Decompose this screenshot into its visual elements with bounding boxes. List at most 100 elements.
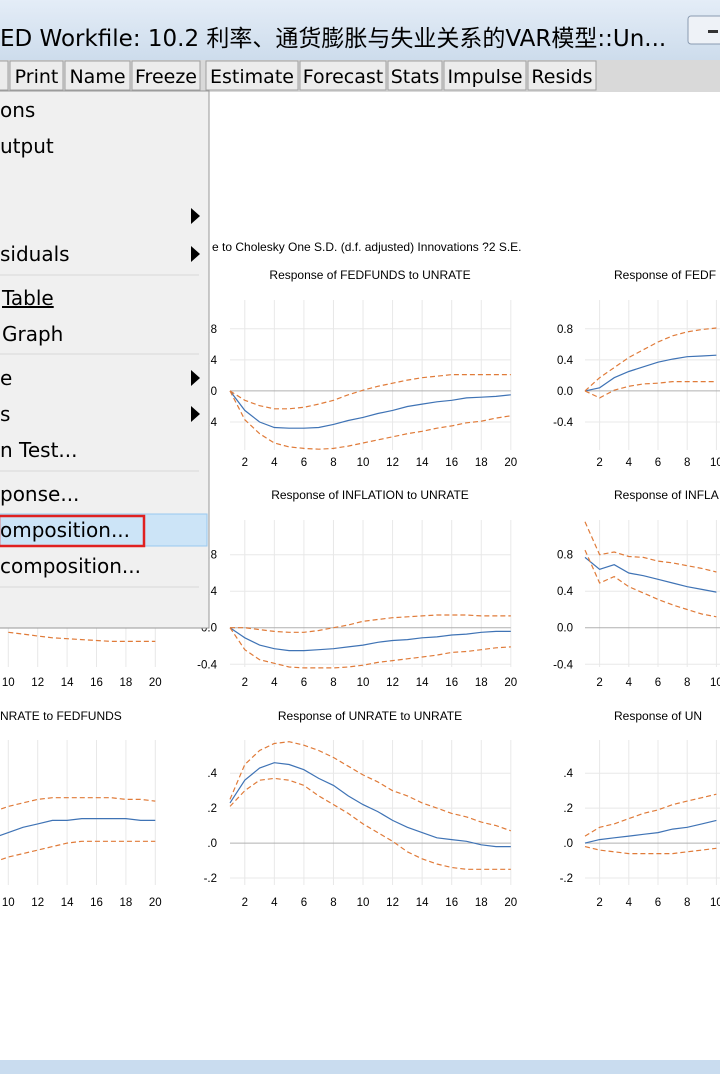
x-tick-label: 10 bbox=[357, 677, 370, 689]
submenu-arrow bbox=[191, 208, 200, 224]
x-tick-label: 16 bbox=[90, 677, 103, 689]
x-tick-label: 10 bbox=[710, 677, 720, 689]
submenu-arrow bbox=[191, 370, 200, 386]
toolbar-label: Stats bbox=[391, 66, 440, 88]
x-tick-label: 6 bbox=[655, 677, 661, 689]
y-tick-label: -0.4 bbox=[553, 659, 573, 671]
x-tick-label: 12 bbox=[386, 897, 399, 909]
x-tick-label: 2 bbox=[242, 457, 248, 469]
irf-line bbox=[584, 846, 717, 855]
x-tick-label: 8 bbox=[330, 457, 336, 469]
x-tick-label: 4 bbox=[271, 897, 278, 909]
irf-line bbox=[229, 777, 511, 870]
irf-line bbox=[584, 793, 717, 837]
irf-line bbox=[584, 556, 717, 593]
y-tick-label: -.2 bbox=[204, 873, 217, 885]
x-tick-label: 14 bbox=[61, 677, 74, 689]
window-title: ED Workfile: 10.2 利率、通货膨胀与失业关系的VAR模型::Un… bbox=[0, 26, 666, 52]
menu-item[interactable]: Graph bbox=[2, 322, 63, 346]
menu-item[interactable]: ponse... bbox=[0, 482, 79, 506]
x-tick-label: 16 bbox=[445, 457, 458, 469]
toolbar-button[interactable] bbox=[527, 60, 597, 91]
panel-title: NRATE to FEDFUNDS bbox=[0, 709, 122, 723]
panel-title: Response of INFLA bbox=[614, 488, 719, 502]
x-tick-label: 8 bbox=[684, 457, 690, 469]
y-tick-label: .0 bbox=[207, 386, 217, 398]
y-tick-label: .2 bbox=[207, 803, 217, 815]
x-tick-label: 16 bbox=[445, 677, 458, 689]
y-tick-label: .4 bbox=[207, 355, 217, 367]
x-tick-label: 6 bbox=[301, 897, 307, 909]
panel-title: Response of INFLATION to UNRATE bbox=[271, 488, 469, 502]
menu-item[interactable]: omposition... bbox=[0, 518, 130, 542]
x-tick-label: 2 bbox=[242, 677, 248, 689]
toolbar-button[interactable] bbox=[299, 60, 387, 91]
menu-item[interactable]: s bbox=[0, 402, 10, 426]
menu-item[interactable]: ons bbox=[0, 98, 35, 122]
irf-line bbox=[584, 381, 717, 399]
irf-line bbox=[230, 614, 511, 633]
toolbar-label: Forecast bbox=[303, 66, 383, 88]
submenu-arrow bbox=[191, 246, 200, 262]
x-tick-label: 4 bbox=[626, 457, 633, 469]
irf-line bbox=[0, 840, 156, 861]
toolbar-label: Print bbox=[15, 66, 59, 88]
irf-panel: Response of UNRATE to UNRATE 2 4 6 8 10 12 14 16… bbox=[204, 709, 518, 909]
x-tick-label: 4 bbox=[271, 457, 278, 469]
y-tick-label: .4 bbox=[563, 768, 573, 780]
x-tick-label: 2 bbox=[596, 457, 602, 469]
irf-line bbox=[229, 374, 511, 410]
y-tick-label: 0.4 bbox=[557, 355, 574, 367]
window-button[interactable] bbox=[687, 15, 720, 45]
x-tick-label: 4 bbox=[626, 677, 633, 689]
y-tick-label: 0.8 bbox=[557, 550, 573, 562]
x-tick-label: 16 bbox=[90, 897, 103, 909]
menu-item[interactable]: Table bbox=[1, 286, 54, 310]
menu-item[interactable]: e bbox=[0, 366, 12, 390]
x-tick-label: 20 bbox=[504, 457, 517, 469]
menu-item[interactable]: utput bbox=[0, 134, 54, 158]
status-bar bbox=[0, 1060, 720, 1074]
toolbar-button[interactable] bbox=[443, 60, 527, 91]
irf-line bbox=[0, 818, 156, 837]
y-tick-label: 0.0 bbox=[557, 386, 573, 398]
y-tick-label: 0.4 bbox=[557, 586, 574, 598]
y-tick-label: .0 bbox=[207, 838, 217, 850]
irf-line bbox=[229, 627, 511, 669]
toolbar-label: Impulse bbox=[447, 66, 522, 88]
x-tick-label: 14 bbox=[416, 897, 429, 909]
red-box bbox=[0, 514, 146, 548]
x-tick-label: 6 bbox=[301, 677, 307, 689]
x-tick-label: 10 bbox=[710, 897, 720, 909]
x-tick-label: 12 bbox=[31, 897, 44, 909]
x-tick-label: 8 bbox=[330, 677, 336, 689]
toolbar-button[interactable] bbox=[131, 60, 201, 91]
toolbar-button[interactable] bbox=[0, 60, 9, 91]
toolbar-button[interactable] bbox=[205, 60, 299, 91]
x-tick-label: 18 bbox=[475, 897, 488, 909]
x-tick-label: 6 bbox=[655, 897, 661, 909]
irf-panel: Response of UN 2 4 6 8 10 .4 .2 .0 -.2 bbox=[560, 709, 720, 909]
x-tick-label: 20 bbox=[504, 897, 517, 909]
x-tick-label: 14 bbox=[416, 457, 429, 469]
title-bar bbox=[0, 0, 720, 60]
x-tick-label: 12 bbox=[386, 457, 399, 469]
x-tick-label: 18 bbox=[120, 677, 133, 689]
x-tick-label: 4 bbox=[271, 677, 278, 689]
irf-line bbox=[0, 797, 156, 810]
irf-line bbox=[229, 762, 511, 848]
toolbar-button[interactable] bbox=[9, 60, 64, 91]
irf-panel: Response of INFLA 2 4 6 8 10 0.8 0.4 0.0 -0.4 bbox=[553, 488, 720, 689]
irf-line bbox=[584, 354, 717, 392]
x-tick-label: 8 bbox=[684, 897, 690, 909]
menu-item[interactable]: composition... bbox=[0, 554, 141, 578]
x-tick-label: 12 bbox=[386, 677, 399, 689]
y-tick-label: 0.8 bbox=[557, 324, 573, 336]
x-tick-label: 14 bbox=[416, 677, 429, 689]
toolbar-button[interactable] bbox=[64, 60, 131, 91]
menu-item[interactable]: siduals bbox=[0, 242, 70, 266]
toolbar-button[interactable] bbox=[387, 60, 443, 91]
y-tick-label: -.2 bbox=[560, 873, 573, 885]
menu-item[interactable]: n Test... bbox=[0, 438, 78, 462]
